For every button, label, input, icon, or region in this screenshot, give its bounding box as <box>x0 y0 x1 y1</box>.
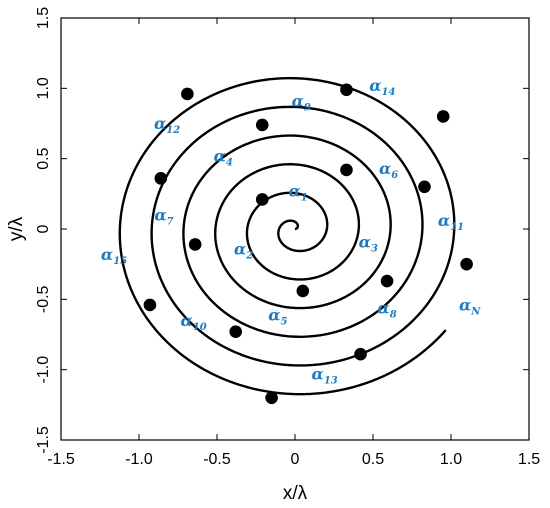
element-marker <box>229 325 243 338</box>
alpha-label: α2 <box>234 239 253 261</box>
alpha-label: α8 <box>377 298 396 320</box>
alpha-label: α14 <box>369 76 395 98</box>
x-axis-label: x/λ <box>283 483 308 504</box>
y-tick-label: 1.0 <box>35 77 52 99</box>
x-tick-label: -0.5 <box>203 451 231 468</box>
element-marker <box>354 347 367 361</box>
alpha-label: α1 <box>288 182 307 204</box>
spiral-curve <box>118 76 456 396</box>
element-marker <box>296 284 310 298</box>
element-marker <box>143 298 157 312</box>
alpha-label: α15 <box>101 245 127 267</box>
alpha-label: α12 <box>154 114 180 136</box>
element-marker <box>340 83 353 97</box>
y-axis-label: y/λ <box>6 216 27 241</box>
element-marker <box>255 193 269 206</box>
element-marker <box>436 110 450 123</box>
x-tick-label: 0.5 <box>362 451 384 468</box>
x-tick-label: -1.5 <box>47 451 75 468</box>
alpha-labels: α1 α2 α3 α4 α5 α6 α7 α8 α9 α10 α11 α12 α13 α14 α15 αN <box>101 76 481 386</box>
markers <box>143 83 473 405</box>
alpha-label: α11 <box>438 211 464 233</box>
element-marker <box>460 257 473 271</box>
alpha-label: αN <box>459 296 481 318</box>
alpha-label: α3 <box>359 232 378 254</box>
x-tick-label: 0 <box>291 451 300 468</box>
element-marker <box>340 163 353 177</box>
element-marker <box>188 238 202 251</box>
y-tick-label: 0.5 <box>35 147 52 169</box>
alpha-label: α6 <box>379 159 398 181</box>
alpha-label: α10 <box>180 311 206 333</box>
x-tick-label: 1.5 <box>518 451 540 468</box>
alpha-label: α5 <box>268 305 287 327</box>
alpha-label: α7 <box>154 206 173 228</box>
y-tick-label: 1.5 <box>35 7 52 29</box>
alpha-label: α13 <box>312 365 338 387</box>
y-tick-label: -1.0 <box>35 356 52 384</box>
element-marker <box>380 274 394 288</box>
y-tick-label: -1.5 <box>35 426 52 454</box>
y-tick-label: -0.5 <box>35 285 52 313</box>
element-marker <box>181 87 194 101</box>
y-tick-label: 0 <box>35 224 52 233</box>
element-marker <box>265 391 278 405</box>
x-tick-label: 1.0 <box>440 451 462 468</box>
x-tick-label: -1.0 <box>125 451 153 468</box>
element-marker <box>154 172 168 185</box>
element-marker <box>418 180 431 194</box>
ticks: -1.5 -1.0 -0.5 0 0.5 1.0 1.5 -1.5 -1.0 -0.5 0 0.5 1.… <box>35 7 540 468</box>
alpha-label: α4 <box>214 146 233 168</box>
alpha-label: α9 <box>292 92 311 114</box>
element-marker <box>255 118 269 132</box>
